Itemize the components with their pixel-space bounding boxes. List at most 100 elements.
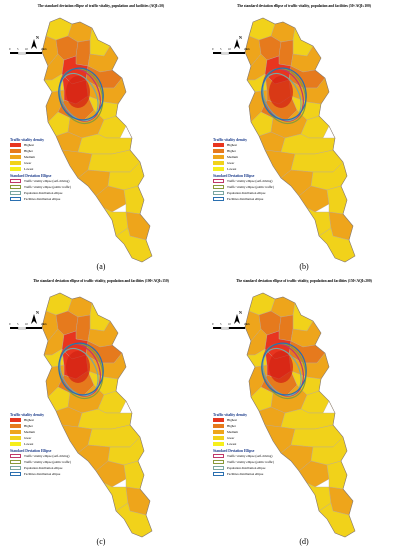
scale-bar: 0 5 10 20 km [9,323,47,331]
panel-caption: (b) [299,262,309,271]
legend-ellipse-swatch [213,184,224,190]
legend-ellipse-swatch [213,465,224,471]
map-panel-a: The standard deviation ellipse of traffi… [0,0,202,275]
panel-title: The standard deviation ellipse of traffi… [33,279,169,283]
legend-density-item: Lowest [10,166,71,172]
map-legend: Traffic vitality density Highest Higher Med… [213,413,274,477]
legend-ellipse-swatch [10,184,21,190]
legend-label: lower [227,436,235,440]
legend-label: Traffic vitality ellipse (public traffic… [24,460,72,464]
legend-label: Traffic vitality ellipse (public traffic… [227,185,275,189]
legend-label: Traffic vitality ellipse (self-driving) [24,179,70,183]
panel-caption: (a) [96,262,106,271]
legend-label: Population distribution ellipse [227,466,266,470]
scale-tick-label: 5 [17,323,19,326]
legend-density-item: Medium [10,154,71,160]
map-legend: Traffic vitality density Highest Higher Med… [213,138,274,202]
legend-swatch [10,435,21,441]
scale-bar: 0 5 10 20 km [212,323,250,331]
legend-swatch [213,166,224,172]
north-arrow-icon: N [232,310,242,325]
legend-label: Higher [24,149,33,153]
north-arrow-icon: N [29,310,39,325]
legend-density-item: lower [213,160,274,166]
legend-ellipse-title: Standard Deviation Ellipse [213,174,255,178]
legend-density-item: lower [10,435,71,441]
scale-tick-label: 10 [25,48,28,51]
scale-bar: 0 5 10 20 km [212,48,250,56]
scale-unit: km [43,323,47,326]
map-panel-b: The standard deviation ellipse of traffi… [203,0,405,275]
legend-label: Lowest [227,167,237,171]
legend-ellipse-item: Population distribution ellipse [10,465,71,471]
legend-swatch [10,423,21,429]
scale-tick-label: 10 [228,323,231,326]
legend-label: Traffic vitality ellipse (public traffic… [227,460,275,464]
legend-ellipse-item: Traffic vitality ellipse (public traffic… [10,184,71,190]
std-deviation-ellipse [59,72,99,122]
legend-swatch [213,142,224,148]
scale-tick-label: 0 [9,48,11,51]
legend-ellipse-title: Standard Deviation Ellipse [213,449,255,453]
legend-swatch [10,441,21,447]
legend-ellipse-swatch [213,453,224,459]
legend-density-item: Higher [10,423,71,429]
legend-label: Facilities distribution ellipse [24,472,61,476]
legend-label: Population distribution ellipse [24,466,63,470]
legend-density-item: Lowest [213,166,274,172]
north-label: N [239,35,242,40]
legend-label: Medium [24,155,35,159]
legend-label: Highest [24,418,34,422]
scale-bar: 0 5 10 20 km [9,48,47,56]
legend-label: Facilities distribution ellipse [227,472,264,476]
legend-ellipse-title: Standard Deviation Ellipse [10,449,52,453]
panel-title: The standard deviation ellipse of traffi… [37,4,165,8]
legend-ellipse-item: Traffic vitality ellipse (public traffic… [213,184,274,190]
legend-density-item: lower [213,435,274,441]
legend-ellipse-item: Facilities distribution ellipse [213,196,274,202]
panel-caption: (d) [299,537,309,546]
legend-label: lower [24,436,32,440]
legend-swatch [213,423,224,429]
legend-label: Facilities distribution ellipse [227,197,264,201]
legend-ellipse-swatch [10,196,21,202]
north-label: N [36,35,39,40]
legend-label: Population distribution ellipse [227,191,266,195]
region-outline [41,17,153,263]
region-map [41,17,153,263]
density-core [269,351,293,383]
scale-tick-label: 0 [212,323,214,326]
legend-label: Lowest [24,442,34,446]
scale-tick-label: 10 [228,48,231,51]
legend-label: Lowest [24,167,34,171]
density-core [66,76,90,108]
legend-ellipse-title: Standard Deviation Ellipse [10,174,52,178]
density-core [66,351,90,383]
legend-ellipse-item: Traffic vitality ellipse (self-driving) [10,453,71,459]
region-map [244,17,356,263]
legend-ellipse-item: Facilities distribution ellipse [10,471,71,477]
legend-density-item: Highest [213,142,274,148]
north-label: N [239,310,242,315]
legend-label: Traffic vitality ellipse (self-driving) [227,454,273,458]
north-arrow-icon: N [232,35,242,50]
legend-ellipse-item: Facilities distribution ellipse [213,471,274,477]
legend-label: lower [227,161,235,165]
legend-swatch [10,148,21,154]
legend-density-item: Lowest [10,441,71,447]
legend-density-item: Highest [213,417,274,423]
legend-ellipse-item: Traffic vitality ellipse (public traffic… [10,459,71,465]
legend-density-item: Medium [10,429,71,435]
map-panel-d: The standard deviation ellipse of traffi… [203,275,405,550]
legend-swatch [10,166,21,172]
legend-ellipse-swatch [213,459,224,465]
legend-ellipse-swatch [10,471,21,477]
legend-swatch [213,441,224,447]
legend-ellipse-swatch [213,196,224,202]
legend-swatch [213,435,224,441]
scale-tick-label: 20 [244,48,247,51]
legend-density-title: Traffic vitality density [10,413,45,417]
panel-title: The standard deviation ellipse of traffi… [236,279,372,283]
legend-swatch [213,154,224,160]
scale-tick-label: 5 [220,323,222,326]
